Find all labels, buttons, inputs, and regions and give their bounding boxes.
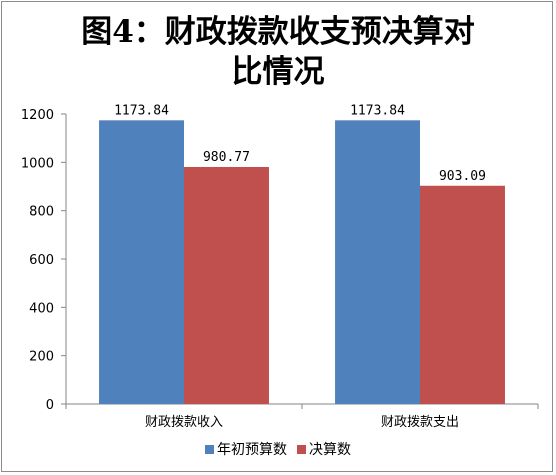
legend-item-final: 决算数 (297, 439, 351, 459)
bar-final-0 (184, 166, 269, 404)
legend-label-final: 决算数 (309, 442, 351, 458)
y-tick-label: 200 (29, 350, 54, 365)
x-category-label: 财政拨款支出 (381, 415, 459, 430)
y-tick-label: 400 (29, 301, 54, 316)
legend-label-budget: 年初预算数 (217, 442, 287, 458)
bar-budget-1 (335, 120, 420, 405)
data-label: 1173.84 (350, 103, 405, 118)
bar-final-1 (420, 185, 505, 404)
legend-item-budget: 年初预算数 (205, 439, 287, 459)
chart-title-line-2: 比情况 (231, 54, 325, 90)
data-label: 1173.84 (114, 103, 169, 118)
bar-budget-0 (99, 120, 184, 405)
legend-swatch-final (297, 444, 306, 454)
legend-swatch-budget (205, 444, 214, 454)
y-tick-label: 0 (46, 398, 54, 413)
chart-title-line-1: 图4：财政拨款收支预决算对 (81, 14, 475, 50)
x-category-label: 财政拨款收入 (145, 415, 223, 430)
chart-title: 图4：财政拨款收支预决算对 比情况 (0, 12, 556, 92)
data-label: 980.77 (203, 150, 250, 165)
y-tick-label: 1200 (21, 108, 54, 123)
data-label: 903.09 (439, 169, 486, 184)
y-tick-label: 1000 (21, 156, 54, 171)
y-tick-label: 600 (29, 253, 54, 268)
y-tick-label: 800 (29, 205, 54, 220)
legend: 年初预算数 决算数 (0, 438, 556, 460)
